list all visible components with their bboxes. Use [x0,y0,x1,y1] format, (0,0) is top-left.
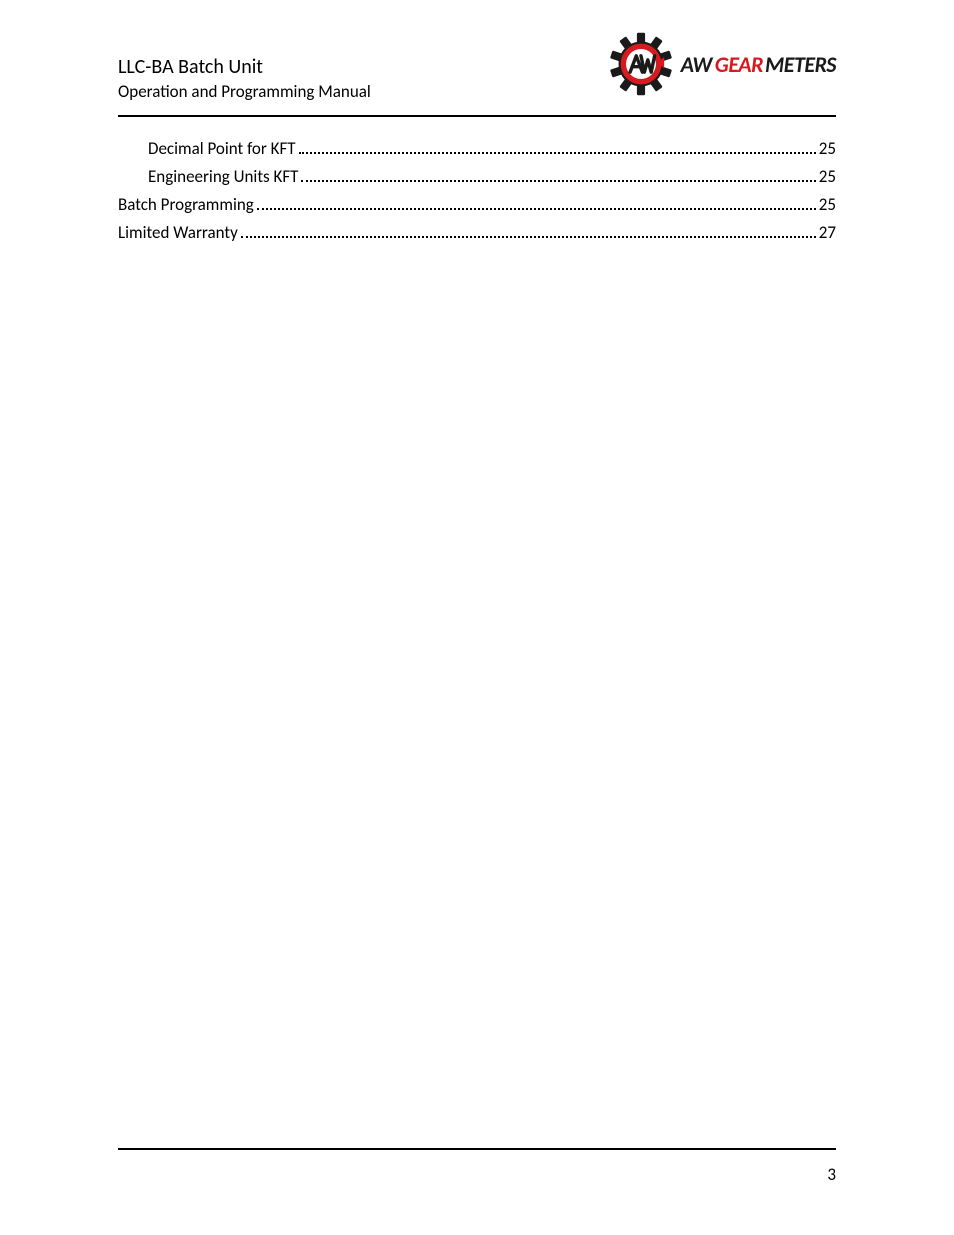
footer: 3 [118,1148,836,1185]
page-number: 3 [118,1164,836,1185]
company-logo: AWGEARMETERS [607,30,836,98]
toc-entry: Decimal Point for KFT 25 [118,135,836,163]
toc-entry-label: Decimal Point for KFT [148,135,296,163]
toc-leader-dots [257,195,816,210]
document-subtitle: Operation and Programming Manual [118,81,371,103]
toc-entry-page: 25 [819,191,836,219]
logo-text-gear: GEAR [715,51,763,78]
toc-leader-dots [241,223,816,238]
toc-entry: Limited Warranty 27 [118,219,836,247]
logo-text-aw: AW [681,51,712,78]
table-of-contents: Decimal Point for KFT 25 Engineering Uni… [118,135,836,247]
toc-entry: Batch Programming 25 [118,191,836,219]
logo-text-meters: METERS [765,51,836,78]
toc-entry-label: Limited Warranty [118,219,238,247]
toc-entry: Engineering Units KFT 25 [118,163,836,191]
header: LLC-BA Batch Unit Operation and Programm… [118,30,836,111]
toc-entry-label: Engineering Units KFT [148,163,298,191]
toc-entry-page: 25 [819,135,836,163]
toc-leader-dots [299,139,816,154]
toc-leader-dots [301,167,815,182]
gear-icon [607,30,675,98]
document-page: LLC-BA Batch Unit Operation and Programm… [0,0,954,1235]
footer-rule [118,1148,836,1150]
header-rule [118,115,836,117]
title-block: LLC-BA Batch Unit Operation and Programm… [118,30,371,103]
toc-entry-page: 27 [819,219,836,247]
toc-entry-label: Batch Programming [118,191,254,219]
document-title: LLC-BA Batch Unit [118,55,371,79]
logo-text: AWGEARMETERS [681,51,836,78]
toc-entry-page: 25 [819,163,836,191]
